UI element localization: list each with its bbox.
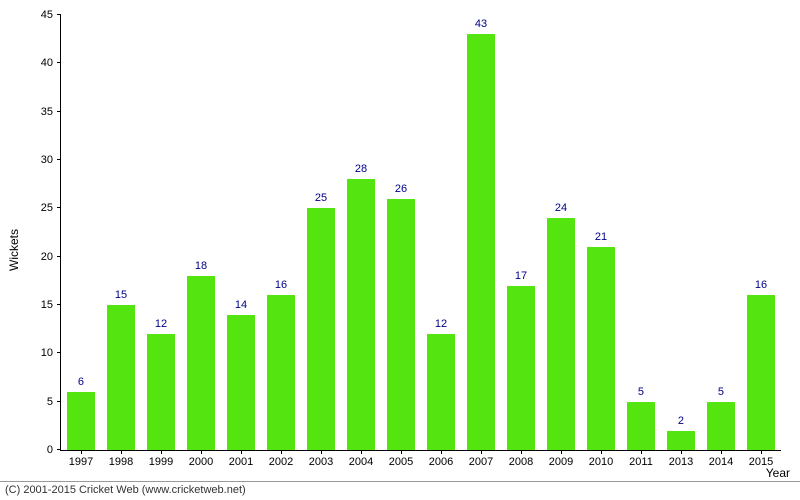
x-tick-mark (361, 450, 362, 454)
x-tick-mark (241, 450, 242, 454)
bar-value-label: 12 (435, 318, 447, 330)
bar: 17 (507, 286, 536, 450)
bar: 24 (547, 218, 576, 450)
y-tick-mark (57, 352, 61, 353)
bar: 25 (307, 208, 336, 450)
x-tick-mark (321, 450, 322, 454)
plot-area: 0510152025303540456199715199812199918200… (60, 15, 781, 451)
bar-value-label: 43 (475, 18, 487, 30)
y-tick-label: 25 (41, 202, 61, 214)
y-tick-mark (57, 304, 61, 305)
x-tick-mark (601, 450, 602, 454)
y-tick-label: 15 (41, 299, 61, 311)
x-tick-mark (561, 450, 562, 454)
x-tick-mark (681, 450, 682, 454)
y-tick-label: 0 (47, 444, 61, 456)
x-tick-mark (481, 450, 482, 454)
y-tick-label: 35 (41, 106, 61, 118)
y-tick-label: 30 (41, 154, 61, 166)
bar-value-label: 21 (595, 231, 607, 243)
bar-value-label: 16 (755, 279, 767, 291)
x-tick-mark (401, 450, 402, 454)
y-tick-mark (57, 159, 61, 160)
bar: 12 (427, 334, 456, 450)
bar-value-label: 26 (395, 183, 407, 195)
bar: 21 (587, 247, 616, 450)
bar: 14 (227, 315, 256, 450)
bar: 18 (187, 276, 216, 450)
y-tick-label: 10 (41, 347, 61, 359)
y-tick-mark (57, 256, 61, 257)
bar: 16 (747, 295, 776, 450)
y-axis-label: Wickets (7, 229, 21, 271)
x-tick-mark (641, 450, 642, 454)
y-tick-mark (57, 401, 61, 402)
x-tick-mark (441, 450, 442, 454)
bar-value-label: 18 (195, 260, 207, 272)
bar: 5 (627, 402, 656, 450)
bar-value-label: 6 (78, 376, 84, 388)
bar-value-label: 14 (235, 299, 247, 311)
divider (0, 481, 800, 482)
bar-value-label: 5 (638, 386, 644, 398)
bar: 43 (467, 34, 496, 450)
bar-value-label: 2 (678, 415, 684, 427)
y-tick-mark (57, 14, 61, 15)
x-tick-mark (281, 450, 282, 454)
x-tick-mark (121, 450, 122, 454)
y-tick-label: 20 (41, 251, 61, 263)
y-tick-label: 45 (41, 9, 61, 21)
y-tick-mark (57, 111, 61, 112)
y-tick-label: 5 (47, 396, 61, 408)
x-tick-mark (161, 450, 162, 454)
bar: 28 (347, 179, 376, 450)
x-axis-label: Year (766, 466, 790, 480)
bar: 16 (267, 295, 296, 450)
y-tick-label: 40 (41, 57, 61, 69)
bar: 12 (147, 334, 176, 450)
bar: 6 (67, 392, 96, 450)
x-tick-mark (81, 450, 82, 454)
bar-value-label: 5 (718, 386, 724, 398)
y-tick-mark (57, 62, 61, 63)
bar: 2 (667, 431, 696, 450)
bar-value-label: 25 (315, 192, 327, 204)
bar: 26 (387, 199, 416, 450)
bar: 15 (107, 305, 136, 450)
bar-value-label: 24 (555, 202, 567, 214)
copyright-text: (C) 2001-2015 Cricket Web (www.cricketwe… (5, 484, 246, 496)
bar: 5 (707, 402, 736, 450)
y-tick-mark (57, 207, 61, 208)
x-tick-mark (201, 450, 202, 454)
x-tick-mark (761, 450, 762, 454)
bar-value-label: 16 (275, 279, 287, 291)
y-tick-mark (57, 449, 61, 450)
bar-value-label: 15 (115, 289, 127, 301)
chart-container: Wickets 05101520253035404561997151998121… (0, 0, 800, 500)
bar-value-label: 12 (155, 318, 167, 330)
x-tick-mark (521, 450, 522, 454)
bar-value-label: 17 (515, 270, 527, 282)
bar-value-label: 28 (355, 163, 367, 175)
x-tick-mark (721, 450, 722, 454)
